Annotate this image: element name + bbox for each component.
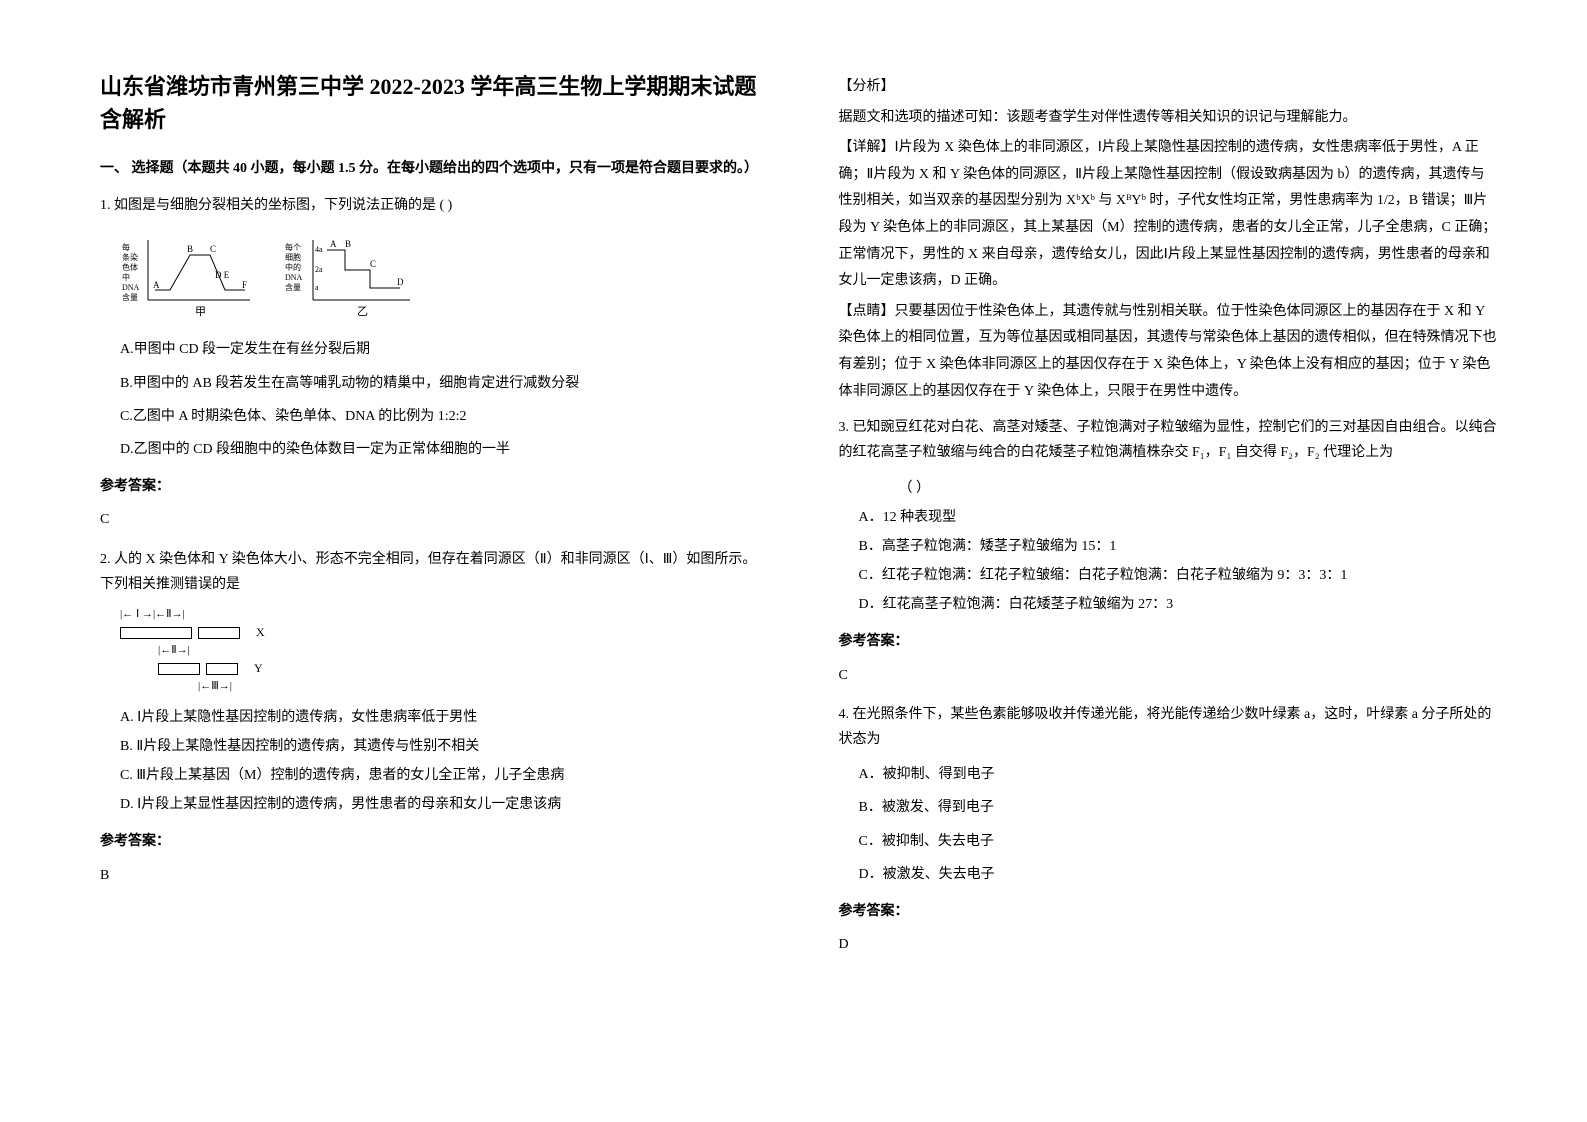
page-container: 山东省潍坊市青州第三中学 2022-2023 学年高三生物上学期期末试题含解析 … [0, 0, 1587, 1001]
svg-text:D: D [397, 277, 404, 287]
x-seg-2 [198, 627, 240, 639]
svg-text:B: B [345, 239, 351, 249]
q2-option-c: C. Ⅲ片段上某基因（M）控制的遗传病，患者的女儿全正常，儿子全患病 [120, 763, 759, 788]
svg-text:中的: 中的 [285, 262, 301, 272]
tip-header: 【点睛】 [839, 304, 895, 319]
right-column: 【分析】 据题文和选项的描述可知：该题考查学生对伴性遗传等相关知识的识记与理解能… [839, 70, 1498, 971]
svg-text:色体: 色体 [122, 262, 138, 272]
svg-text:中: 中 [122, 272, 130, 282]
question-1: 1. 如图是与细胞分裂相关的坐标图，下列说法正确的是 ( ) 每 条染 色体 中… [100, 193, 759, 462]
q2-option-a: A. Ⅰ片段上某隐性基因控制的遗传病，女性患病率低于男性 [120, 705, 759, 730]
analysis-block: 【分析】 据题文和选项的描述可知：该题考查学生对伴性遗传等相关知识的识记与理解能… [839, 74, 1498, 405]
question-3: 3. 已知豌豆红花对白花、高茎对矮茎、子粒饱满对子粒皱缩为显性，控制它们的三对基… [839, 415, 1498, 617]
q3-answer-label: 参考答案： [839, 629, 1498, 654]
detail-text: Ⅰ片段为 X 染色体上的非同源区，Ⅰ片段上某隐性基因控制的遗传病，女性患病率低于… [839, 140, 1497, 288]
q1-ylabel-left: 每 [122, 242, 130, 252]
svg-text:F: F [242, 280, 247, 290]
svg-text:含量: 含量 [122, 292, 138, 302]
q1-diagram: 每 条染 色体 中 DNA 含量 A B C D E F 甲 [120, 230, 759, 325]
q2-answer-label: 参考答案： [100, 829, 759, 854]
detail-header: 【详解】 [839, 140, 895, 155]
q3-option-c: C．红花子粒饱满：红花子粒皱缩：白花子粒饱满：白花子粒皱缩为 9：3：3：1 [859, 563, 1498, 588]
svg-text:4a: 4a [315, 245, 323, 254]
left-column: 山东省潍坊市青州第三中学 2022-2023 学年高三生物上学期期末试题含解析 … [100, 70, 759, 971]
q3-option-a: A．12 种表现型 [859, 505, 1498, 530]
q1-text: 1. 如图是与细胞分裂相关的坐标图，下列说法正确的是 ( ) [100, 193, 759, 218]
analysis-intro: 据题文和选项的描述可知：该题考查学生对伴性遗传等相关知识的识记与理解能力。 [839, 105, 1498, 132]
q2-diagram: |← Ⅰ →|←Ⅱ→| X |←Ⅱ→| Y |←Ⅲ→| [120, 607, 759, 695]
q3-option-b: B．高茎子粒饱满：矮茎子粒皱缩为 15：1 [859, 534, 1498, 559]
q4-answer-label: 参考答案： [839, 899, 1498, 924]
x-seg-1 [120, 627, 192, 639]
q4-option-c: C．被抑制、失去电子 [859, 829, 1498, 854]
document-title: 山东省潍坊市青州第三中学 2022-2023 学年高三生物上学期期末试题含解析 [100, 70, 759, 136]
x-label: X [256, 624, 265, 641]
svg-text:条染: 条染 [122, 252, 138, 262]
q4-answer: D [839, 932, 1498, 957]
q1-option-d: D.乙图中的 CD 段细胞中的染色体数目一定为正常体细胞的一半 [120, 437, 759, 462]
detail-full: 【详解】Ⅰ片段为 X 染色体上的非同源区，Ⅰ片段上某隐性基因控制的遗传病，女性患… [839, 135, 1498, 295]
question-4: 4. 在光照条件下，某些色素能够吸收并传递光能，将光能传递给少数叶绿素 a，这时… [839, 702, 1498, 887]
q4-option-a: A．被抑制、得到电子 [859, 762, 1498, 787]
q1-answer: C [100, 507, 759, 532]
svg-text:A: A [153, 280, 160, 290]
q3-paren: （ ） [899, 476, 1498, 501]
section-header: 一、 选择题（本题共 40 小题，每小题 1.5 分。在每小题给出的四个选项中，… [100, 156, 759, 181]
q2-option-d: D. Ⅰ片段上某显性基因控制的遗传病，男性患者的母亲和女儿一定患该病 [120, 792, 759, 817]
svg-text:B: B [187, 244, 193, 254]
svg-text:DNA: DNA [285, 273, 303, 282]
q4-option-d: D．被激发、失去电子 [859, 862, 1498, 887]
svg-text:细胞: 细胞 [285, 252, 301, 262]
q3-answer: C [839, 663, 1498, 688]
q4-option-b: B．被激发、得到电子 [859, 795, 1498, 820]
q2-text: 2. 人的 X 染色体和 Y 染色体大小、形态不完全相同，但存在着同源区（Ⅱ）和… [100, 547, 759, 597]
y-label: Y [254, 660, 263, 677]
svg-text:C: C [210, 244, 216, 254]
tip-text: 只要基因位于性染色体上，其遗传就与性别相关联。位于性染色体同源区上的基因存在于 … [839, 304, 1497, 399]
q3-text: 3. 已知豌豆红花对白花、高茎对矮茎、子粒饱满对子粒皱缩为显性，控制它们的三对基… [839, 415, 1498, 465]
svg-text:a: a [315, 283, 319, 292]
q2-option-b: B. Ⅱ片段上某隐性基因控制的遗传病，其遗传与性别不相关 [120, 734, 759, 759]
svg-text:D E: D E [215, 270, 230, 280]
q1-option-a: A.甲图中 CD 段一定发生在有丝分裂后期 [120, 337, 759, 362]
q1-x-left: 甲 [195, 306, 206, 318]
svg-text:DNA: DNA [122, 283, 140, 292]
svg-text:含量: 含量 [285, 282, 301, 292]
q1-x-right: 乙 [357, 305, 368, 318]
q3-option-d: D．红花高茎子粒饱满：白花矮茎子粒皱缩为 27：3 [859, 592, 1498, 617]
q1-answer-label: 参考答案： [100, 474, 759, 499]
analysis-header: 【分析】 [839, 74, 1498, 101]
q1-chart-svg: 每 条染 色体 中 DNA 含量 A B C D E F 甲 [120, 230, 420, 325]
svg-text:A: A [330, 239, 337, 249]
q4-text: 4. 在光照条件下，某些色素能够吸收并传递光能，将光能传递给少数叶绿素 a，这时… [839, 702, 1498, 752]
q1-option-c: C.乙图中 A 时期染色体、染色单体、DNA 的比例为 1:2:2 [120, 404, 759, 429]
question-2: 2. 人的 X 染色体和 Y 染色体大小、形态不完全相同，但存在着同源区（Ⅱ）和… [100, 547, 759, 818]
q1-option-b: B.甲图中的 AB 段若发生在高等哺乳动物的精巢中，细胞肯定进行减数分裂 [120, 371, 759, 396]
tip-full: 【点睛】只要基因位于性染色体上，其遗传就与性别相关联。位于性染色体同源区上的基因… [839, 299, 1498, 405]
q2-answer: B [100, 863, 759, 888]
y-seg-3 [206, 663, 238, 675]
svg-text:C: C [370, 259, 376, 269]
y-seg-2 [158, 663, 200, 675]
q1-ylabel-right: 每个 [285, 242, 301, 252]
svg-text:2a: 2a [315, 265, 323, 274]
